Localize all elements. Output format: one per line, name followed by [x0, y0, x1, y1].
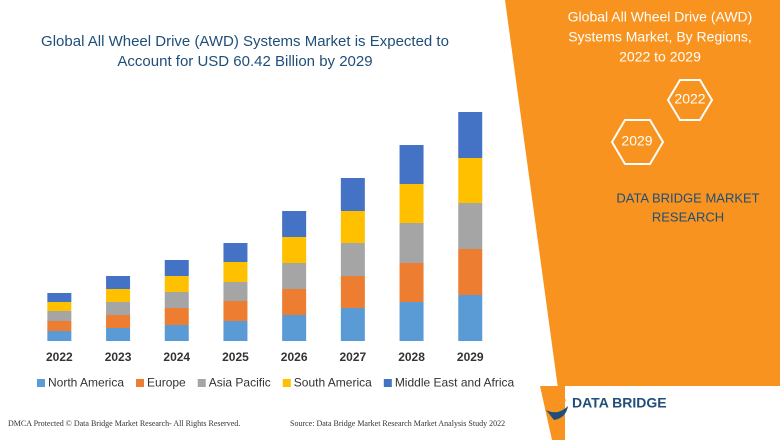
chart-title: Account for USD 60.42 Billion by 2029 — [117, 53, 372, 70]
hexagons — [610, 79, 714, 165]
legend-label: North America — [48, 376, 124, 390]
panel-title: 2022 to 2029 — [619, 49, 701, 65]
bar-segment — [223, 262, 248, 282]
bar-segment — [164, 292, 189, 308]
bar-segment — [458, 203, 483, 249]
bar-segment — [282, 315, 307, 341]
bar-segment — [223, 243, 248, 262]
panel-title: Systems Market, By Regions, — [568, 29, 752, 45]
bar-segment — [458, 112, 483, 158]
bar-segment — [399, 302, 424, 341]
copyright: DMCA Protected © Data Bridge Market Rese… — [8, 419, 240, 428]
bar-segment — [399, 263, 424, 302]
legend-swatch — [383, 379, 392, 387]
x-tick-label: 2026 — [281, 350, 308, 364]
bar-segment — [47, 293, 72, 302]
x-tick-label: 2022 — [46, 350, 73, 364]
bar-segment — [47, 331, 72, 341]
legend-swatch — [136, 379, 145, 387]
bar-segment — [399, 223, 424, 263]
bar-segment — [47, 302, 72, 311]
bar-segment — [106, 276, 131, 289]
source: Source: Data Bridge Market Research Mark… — [290, 419, 505, 428]
panel-title: Global All Wheel Drive (AWD) — [568, 9, 753, 25]
hexagon-label: 2029 — [621, 133, 652, 149]
x-tick-label: 2023 — [105, 350, 132, 364]
legend-swatch — [197, 379, 206, 387]
bar-segment — [164, 276, 189, 292]
bar-segment — [223, 282, 248, 301]
bar-segment — [340, 243, 365, 276]
bar-segment — [164, 308, 189, 325]
bar-segment — [282, 289, 307, 315]
bar-segment — [458, 158, 483, 203]
bar-segment — [106, 328, 131, 341]
brand-name: DATA BRIDGE MARKET — [616, 190, 759, 205]
bar-segment — [340, 211, 365, 243]
bar-segment — [282, 237, 307, 263]
chart-title: Global All Wheel Drive (AWD) Systems Mar… — [41, 33, 449, 50]
logo-area — [540, 386, 780, 440]
legend-label: Europe — [147, 376, 186, 390]
bar-segment — [164, 325, 189, 341]
logo — [546, 394, 568, 420]
bar-segment — [223, 321, 248, 341]
legend-label: South America — [294, 376, 372, 390]
orange-panel — [505, 0, 780, 440]
bar-segment — [106, 315, 131, 328]
x-tick-label: 2028 — [398, 350, 425, 364]
bar-segment — [164, 260, 189, 276]
legend-swatch — [37, 379, 45, 387]
bar-segment — [458, 295, 483, 341]
logo-text: DATA BRIDGE — [572, 395, 667, 411]
bar-segment — [223, 301, 248, 321]
x-tick-label: 2027 — [339, 350, 366, 364]
bar-segment — [106, 289, 131, 302]
hexagon-label: 2022 — [674, 91, 705, 107]
x-tick-label: 2025 — [222, 350, 249, 364]
bar-segment — [340, 276, 365, 308]
bar-segment — [282, 211, 307, 237]
bar-segment — [340, 308, 365, 341]
x-tick-label: 2029 — [457, 350, 484, 364]
bar-segment — [458, 249, 483, 295]
bar-segment — [340, 178, 365, 211]
brand-name: RESEARCH — [652, 209, 724, 224]
legend-label: Asia Pacific — [209, 376, 271, 390]
bar-segment — [106, 302, 131, 315]
x-tick-label: 2024 — [163, 350, 190, 364]
legend-swatch — [282, 379, 291, 387]
legend-label: Middle East and Africa — [395, 376, 515, 390]
bar-segment — [282, 263, 307, 289]
bar-segment — [47, 311, 72, 321]
bar-segment — [399, 145, 424, 184]
bar-segment — [399, 184, 424, 223]
bar-segment — [47, 321, 72, 331]
